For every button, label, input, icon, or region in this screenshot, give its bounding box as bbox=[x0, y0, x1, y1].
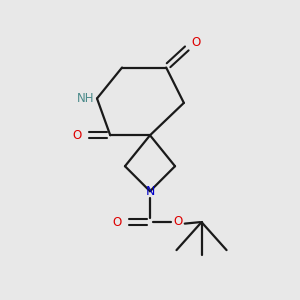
Text: O: O bbox=[73, 129, 82, 142]
Text: O: O bbox=[173, 215, 183, 228]
Text: O: O bbox=[112, 216, 122, 229]
Text: NH: NH bbox=[76, 92, 94, 105]
Text: N: N bbox=[145, 185, 155, 198]
Text: O: O bbox=[191, 36, 200, 49]
